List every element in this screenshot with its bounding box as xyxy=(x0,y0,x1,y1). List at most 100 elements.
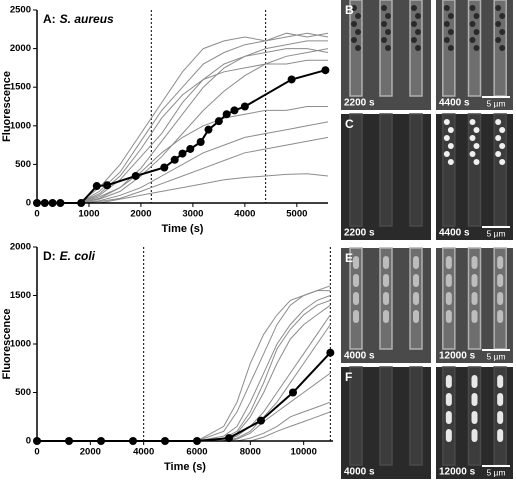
cell xyxy=(471,256,478,269)
cell xyxy=(381,21,387,27)
cell xyxy=(445,411,452,424)
channel xyxy=(442,113,456,227)
cell xyxy=(497,310,504,323)
cell xyxy=(383,256,389,269)
cell xyxy=(471,310,478,323)
cell xyxy=(413,274,419,287)
data-point xyxy=(204,125,213,134)
cell xyxy=(355,45,361,51)
cell xyxy=(495,119,502,125)
channel xyxy=(409,366,423,466)
data-point xyxy=(214,117,223,126)
data-point xyxy=(321,66,330,75)
cell xyxy=(353,256,359,269)
panel-label: C xyxy=(345,117,354,131)
data-point xyxy=(289,388,297,397)
trace-line xyxy=(37,32,329,204)
y-tick-label: 0 xyxy=(26,436,31,447)
cell xyxy=(497,411,504,424)
cell xyxy=(469,135,476,141)
channel xyxy=(379,113,393,227)
data-point xyxy=(131,171,140,180)
data-point xyxy=(160,163,169,172)
cell xyxy=(355,29,361,35)
x-tick-label: 5000 xyxy=(286,209,307,220)
cell xyxy=(447,127,454,133)
cell xyxy=(411,37,417,43)
cell xyxy=(473,45,480,51)
data-point xyxy=(196,138,205,147)
trace-line xyxy=(37,48,329,204)
cell xyxy=(443,21,450,27)
time-label: 2200 s xyxy=(344,98,375,109)
cell xyxy=(495,21,502,27)
trace-line xyxy=(37,324,331,442)
scale-label: 5 µm xyxy=(486,228,505,238)
cell xyxy=(469,5,476,11)
cell xyxy=(383,274,389,287)
cell xyxy=(443,37,450,43)
panel-label: E xyxy=(345,251,353,265)
trace-line xyxy=(37,401,331,442)
cell xyxy=(383,310,389,323)
chart-title: D: E. coli xyxy=(43,249,96,263)
cell xyxy=(473,29,480,35)
x-tick-label: 10000 xyxy=(290,447,316,458)
time-label: 4400 s xyxy=(439,228,470,239)
x-tick-label: 8000 xyxy=(240,447,261,458)
x-tick-label: 1000 xyxy=(78,209,99,220)
channel xyxy=(467,113,482,227)
cell xyxy=(351,21,357,27)
y-tick-label: 0 xyxy=(26,198,31,209)
cell xyxy=(471,429,478,442)
cell xyxy=(447,45,454,51)
cell xyxy=(445,310,452,323)
cell xyxy=(497,393,504,406)
y-tick-label: 500 xyxy=(15,387,31,398)
cell xyxy=(445,256,452,269)
trace-line xyxy=(37,40,328,204)
cell xyxy=(497,274,504,287)
channel xyxy=(349,366,363,466)
cell xyxy=(447,143,454,149)
cell xyxy=(495,37,502,43)
x-tick-label: 2000 xyxy=(80,447,101,458)
cell xyxy=(353,310,359,323)
x-tick-label: 4000 xyxy=(234,209,255,220)
cell xyxy=(413,292,419,305)
cell xyxy=(447,13,454,19)
cell xyxy=(353,292,359,305)
data-point xyxy=(186,144,195,153)
data-point xyxy=(230,106,239,115)
time-label: 4000 s xyxy=(344,467,375,478)
trace-line xyxy=(37,295,331,442)
cell xyxy=(351,37,357,43)
cell xyxy=(445,292,452,305)
cell xyxy=(411,5,417,11)
trace-line xyxy=(37,48,329,204)
x-tick-label: 6000 xyxy=(186,447,207,458)
cell xyxy=(499,29,506,35)
cell xyxy=(385,13,391,19)
y-tick-label: 2500 xyxy=(10,5,31,16)
title-organism: E. coli xyxy=(60,249,96,263)
cell xyxy=(413,310,419,323)
cell xyxy=(411,21,417,27)
data-point xyxy=(178,149,187,158)
panel-label: D: xyxy=(43,249,56,263)
y-tick-label: 1500 xyxy=(10,290,31,301)
channel xyxy=(409,113,423,227)
cell xyxy=(443,5,450,11)
y-tick-label: 500 xyxy=(15,159,31,170)
x-axis-label: Time (s) xyxy=(164,461,206,473)
y-tick-label: 2000 xyxy=(10,43,31,54)
cell xyxy=(413,256,419,269)
cell xyxy=(443,119,450,125)
trace-line xyxy=(37,285,331,442)
y-tick-label: 1000 xyxy=(10,339,31,350)
trace-line xyxy=(37,372,331,442)
cell xyxy=(445,393,452,406)
cell xyxy=(495,151,502,157)
cell xyxy=(499,143,506,149)
